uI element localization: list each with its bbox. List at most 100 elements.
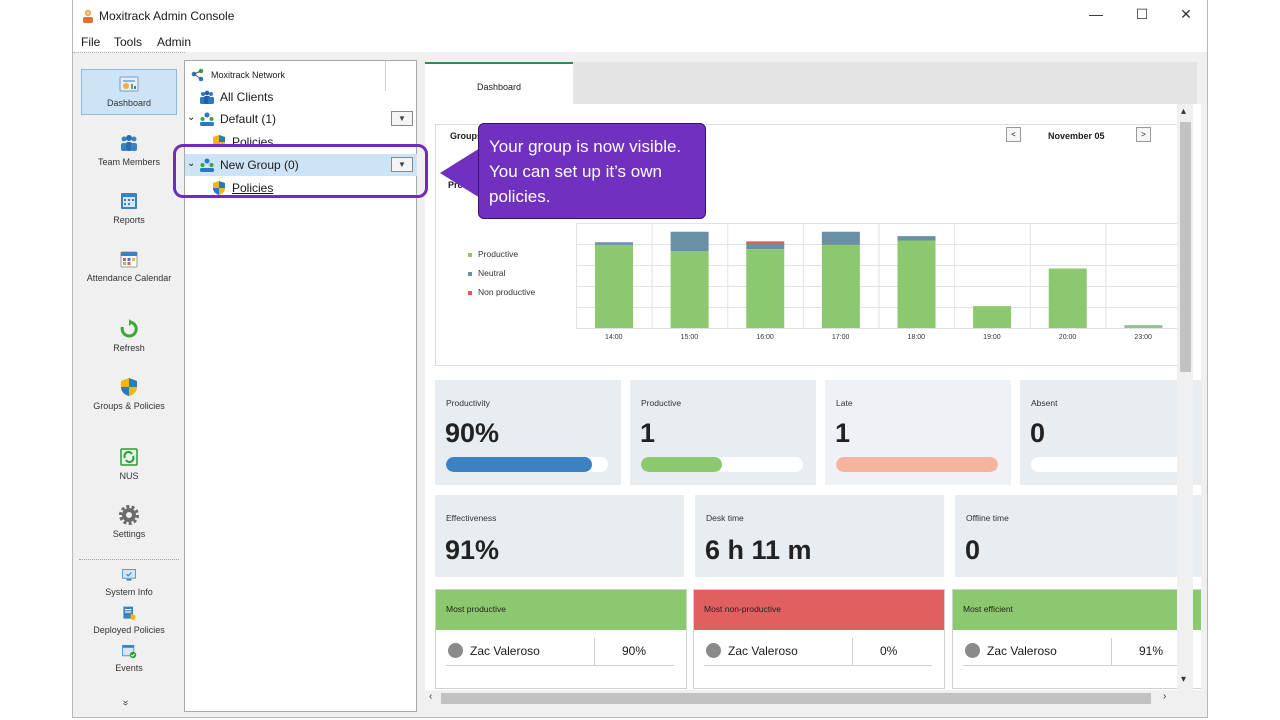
scrollbar-thumb — [441, 693, 1151, 704]
stat-title: Absent — [1031, 398, 1058, 408]
callout-box: Your group is now visible. You can set u… — [478, 123, 706, 219]
sidebar-item-refresh[interactable]: Refresh — [81, 319, 177, 354]
deployed-policies-icon — [123, 606, 136, 621]
sidebar-item-label: Team Members — [97, 157, 160, 167]
horizontal-scrollbar[interactable]: ‹ › — [425, 690, 1177, 706]
sidebar-item-reports[interactable]: Reports — [81, 191, 177, 226]
network-icon — [191, 68, 204, 82]
shield-icon — [213, 181, 225, 195]
bar-neutral — [1124, 325, 1163, 327]
menu-admin[interactable]: Admin — [157, 35, 192, 49]
stat-card-late: Late 1 — [825, 380, 1011, 485]
vertical-scrollbar[interactable]: ▴ ▾ — [1177, 104, 1193, 690]
progress-fill — [446, 457, 592, 472]
chevron-down-icon[interactable]: ⌄ — [187, 112, 196, 123]
tree-item-new-group[interactable]: ⌄ New Group (0) ▼ — [185, 154, 417, 176]
scroll-right-icon: › — [1163, 691, 1167, 702]
tree-label-new-group-policies: Policies — [232, 181, 274, 195]
legend-neutral: Neutral — [468, 268, 505, 278]
close-button[interactable]: ✕ — [1180, 6, 1192, 22]
prev-day-button[interactable]: < — [1006, 127, 1021, 142]
x-tick-label: 15:00 — [681, 334, 699, 341]
stat-card-productivity: Productivity 90% — [435, 380, 621, 485]
bar-productive — [746, 249, 785, 328]
sidebar-item-events[interactable]: Events — [81, 643, 177, 674]
sidebar-item-attendance-calendar[interactable]: Attendance Calendar — [81, 249, 177, 284]
main-area: Dashboard Groups Pro < November 05 > Pro… — [423, 60, 1201, 712]
bar-non-productive — [746, 241, 785, 244]
new-group-dropdown[interactable]: ▼ — [391, 157, 413, 172]
stat-title: Desk time — [706, 513, 744, 523]
list-item: Zac Valeroso 91% — [963, 638, 1191, 666]
x-tick-label: 18:00 — [908, 334, 926, 341]
list-item: Zac Valeroso 90% — [446, 638, 674, 666]
tree-item-new-group-policies[interactable]: Policies — [185, 177, 417, 199]
tree-item-default-policies[interactable]: Policies — [185, 131, 417, 145]
app-icon — [83, 9, 93, 23]
stat-card-productive: Productive 1 — [630, 380, 816, 485]
legend-productive: Productive — [468, 249, 518, 259]
sidebar-item-label: System Info — [105, 587, 153, 597]
sidebar-item-settings[interactable]: Settings — [81, 505, 177, 540]
stat-title: Productivity — [446, 398, 490, 408]
x-tick-label: 20:00 — [1059, 334, 1077, 341]
sidebar-item-label: Reports — [113, 215, 145, 225]
sidebar-item-label: Dashboard — [106, 98, 152, 108]
x-tick-label: 16:00 — [756, 334, 774, 341]
bar-neutral — [746, 244, 785, 250]
highlight-outline — [173, 144, 428, 198]
shield-icon — [213, 135, 225, 145]
bar-productive — [821, 244, 860, 328]
legend-non-productive: Non productive — [468, 287, 535, 297]
stat-title: Late — [836, 398, 853, 408]
stat-value: 0 — [965, 535, 981, 565]
stat-title: Productive — [641, 398, 682, 408]
callout-pointer — [440, 148, 480, 198]
dashboard-content: Groups Pro < November 05 > Productive Ne… — [425, 104, 1201, 690]
bar-productive — [897, 240, 936, 328]
sidebar-item-team-members[interactable]: Team Members — [81, 133, 177, 168]
menu-file[interactable]: File — [81, 35, 101, 49]
maximize-button[interactable]: ☐ — [1135, 6, 1149, 22]
sidebar-item-system-info[interactable]: System Info — [81, 567, 177, 598]
refresh-icon — [120, 319, 138, 338]
most-productive-card: Most productive Zac Valeroso 90% — [435, 589, 687, 689]
sidebar-item-dashboard[interactable]: Dashboard — [81, 69, 177, 115]
stat-card-desk-time: Desk time 6 h 11 m — [695, 495, 944, 577]
sidebar-item-label: Events — [115, 663, 143, 673]
sidebar-item-nus[interactable]: NUS — [81, 447, 177, 482]
default-group-dropdown[interactable]: ▼ — [391, 111, 413, 126]
chevron-down-icon[interactable]: » — [120, 700, 131, 706]
tree-divider — [385, 61, 386, 91]
stat-value: 90% — [445, 418, 500, 448]
tree-item-default-group[interactable]: ⌄ Default (1) ▼ — [185, 108, 417, 130]
progress-track — [446, 457, 608, 472]
next-day-button[interactable]: > — [1136, 127, 1151, 142]
chevron-down-icon[interactable]: ⌄ — [187, 158, 196, 169]
window-title: Moxitrack Admin Console — [99, 9, 235, 23]
sidebar-item-label: Deployed Policies — [93, 625, 165, 635]
shield-icon — [121, 378, 137, 396]
x-tick-label: 14:00 — [605, 334, 623, 341]
menu-bar: File Tools Admin — [73, 32, 1207, 52]
team-members-icon — [121, 135, 137, 151]
sidebar-item-label: Refresh — [113, 343, 145, 353]
sidebar-item-deployed-policies[interactable]: Deployed Policies — [81, 605, 177, 636]
monitor-icon — [122, 569, 136, 581]
bar-productive — [595, 244, 633, 328]
sidebar: Dashboard Team Members Reports Attendanc… — [73, 52, 185, 717]
menu-tools[interactable]: Tools — [114, 35, 143, 49]
avatar — [706, 643, 721, 658]
avatar — [448, 643, 463, 658]
events-icon — [122, 645, 137, 659]
tab-dashboard[interactable]: Dashboard — [425, 62, 573, 104]
sidebar-item-label: Attendance Calendar — [86, 273, 172, 283]
clients-icon — [200, 90, 214, 104]
stat-value: 91% — [445, 535, 500, 565]
tree-item-all-clients[interactable]: All Clients — [185, 86, 417, 108]
minimize-button[interactable]: — — [1089, 6, 1103, 22]
sidebar-item-groups-policies[interactable]: Groups & Policies — [81, 377, 177, 412]
most-efficient-card: Most efficient Zac Valeroso 91% — [952, 589, 1201, 689]
bar-productive — [973, 306, 1012, 328]
tree-item-network[interactable]: Moxitrack Network — [185, 65, 385, 87]
